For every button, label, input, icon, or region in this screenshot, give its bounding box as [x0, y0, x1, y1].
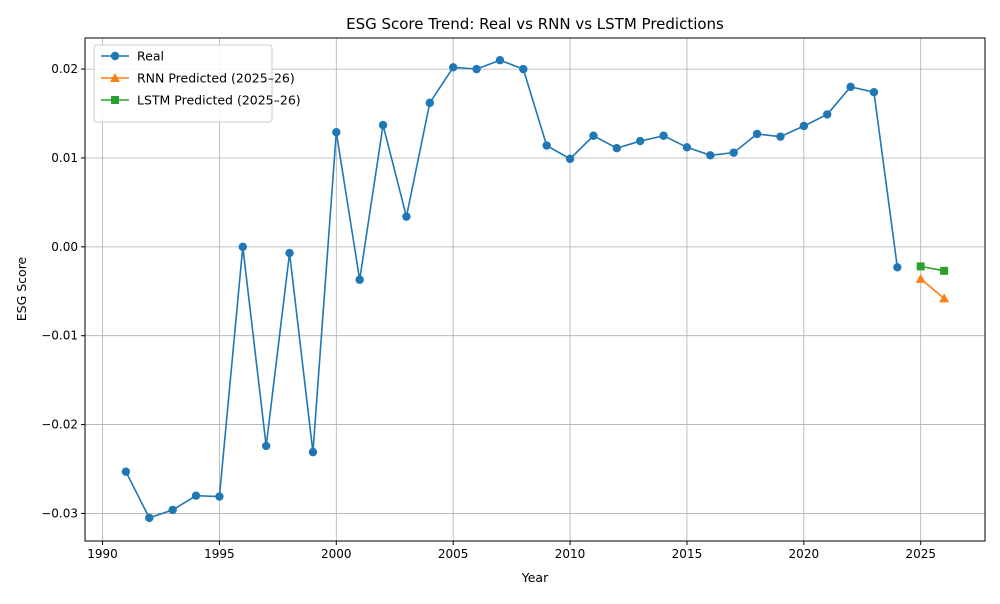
- data-point: [659, 131, 668, 140]
- legend-marker: [111, 96, 119, 104]
- legend-item: LSTM Predicted (2025–26): [101, 93, 301, 108]
- data-point: [261, 441, 271, 451]
- series-layer: [121, 56, 950, 523]
- data-point: [425, 98, 435, 108]
- legend: Real RNN Predicted (2025–26) LSTM Predicte…: [93, 44, 301, 123]
- y-tick-label: −0.02: [41, 418, 78, 432]
- data-point: [729, 148, 738, 157]
- data-point: [519, 64, 528, 74]
- x-tick-label: 2000: [321, 547, 352, 561]
- data-point: [308, 447, 318, 457]
- data-point: [238, 242, 247, 252]
- data-point: [846, 82, 855, 92]
- y-axis-label: ESG Score: [14, 256, 29, 321]
- legend-item: Real: [101, 49, 164, 64]
- data-point: [752, 129, 762, 139]
- data-point: [378, 120, 388, 130]
- data-point: [285, 248, 294, 258]
- data-point: [776, 132, 785, 141]
- series-0: [121, 56, 902, 523]
- x-tick-label: 2005: [438, 547, 469, 561]
- x-tick-label: 2015: [672, 547, 703, 561]
- x-tick-label: 2025: [905, 547, 936, 561]
- y-tick-label: −0.01: [41, 329, 78, 343]
- x-tick-label: 1995: [204, 547, 235, 561]
- data-point: [448, 63, 458, 72]
- legend-item: RNN Predicted (2025–26): [101, 71, 295, 86]
- legend-marker: [110, 73, 120, 82]
- data-point: [893, 263, 902, 272]
- data-point: [869, 88, 879, 97]
- data-point: [191, 491, 201, 500]
- data-point: [940, 266, 949, 275]
- data-point: [145, 513, 154, 523]
- x-tick-label: 2010: [555, 547, 586, 561]
- grid-lines: [85, 38, 985, 541]
- data-point: [215, 492, 224, 501]
- data-point: [799, 121, 809, 131]
- legend-label: RNN Predicted (2025–26): [137, 71, 295, 86]
- legend-label: LSTM Predicted (2025–26): [137, 93, 301, 108]
- data-point: [168, 505, 177, 515]
- data-point: [635, 136, 645, 146]
- y-tick-label: −0.03: [41, 506, 78, 520]
- x-tick-label: 2020: [789, 547, 820, 561]
- chart-title: ESG Score Trend: Real vs RNN vs LSTM Pre…: [346, 15, 724, 33]
- legend-box: [93, 44, 273, 123]
- data-point: [565, 154, 575, 164]
- data-point: [706, 151, 715, 160]
- y-tick-label: 0.01: [51, 151, 78, 165]
- data-point: [355, 275, 364, 284]
- data-point: [612, 143, 622, 153]
- data-point: [939, 293, 950, 303]
- series-2: [916, 262, 949, 275]
- data-point: [472, 64, 481, 74]
- plot-frame: [84, 37, 986, 542]
- data-point: [915, 273, 926, 283]
- x-axis-label: Year: [521, 570, 549, 585]
- y-tick-label: 0.02: [51, 62, 78, 76]
- data-point: [495, 56, 505, 65]
- data-point: [332, 128, 341, 137]
- legend-marker: [110, 51, 120, 61]
- y-tick-label: 0.00: [51, 240, 78, 254]
- series-line: [125, 59, 899, 519]
- data-point: [589, 131, 598, 140]
- data-point: [121, 467, 131, 476]
- axis-ticks: 1990 1995 2000 2005 2010 2015 2020 2025 −0.03 −0.…: [41, 62, 936, 561]
- data-point: [916, 262, 925, 271]
- x-tick-label: 1990: [87, 547, 118, 561]
- data-point: [823, 110, 832, 119]
- series-1: [915, 273, 950, 303]
- data-point: [542, 141, 551, 150]
- legend-label: Real: [137, 49, 164, 64]
- data-point: [402, 212, 411, 221]
- data-point: [682, 143, 692, 152]
